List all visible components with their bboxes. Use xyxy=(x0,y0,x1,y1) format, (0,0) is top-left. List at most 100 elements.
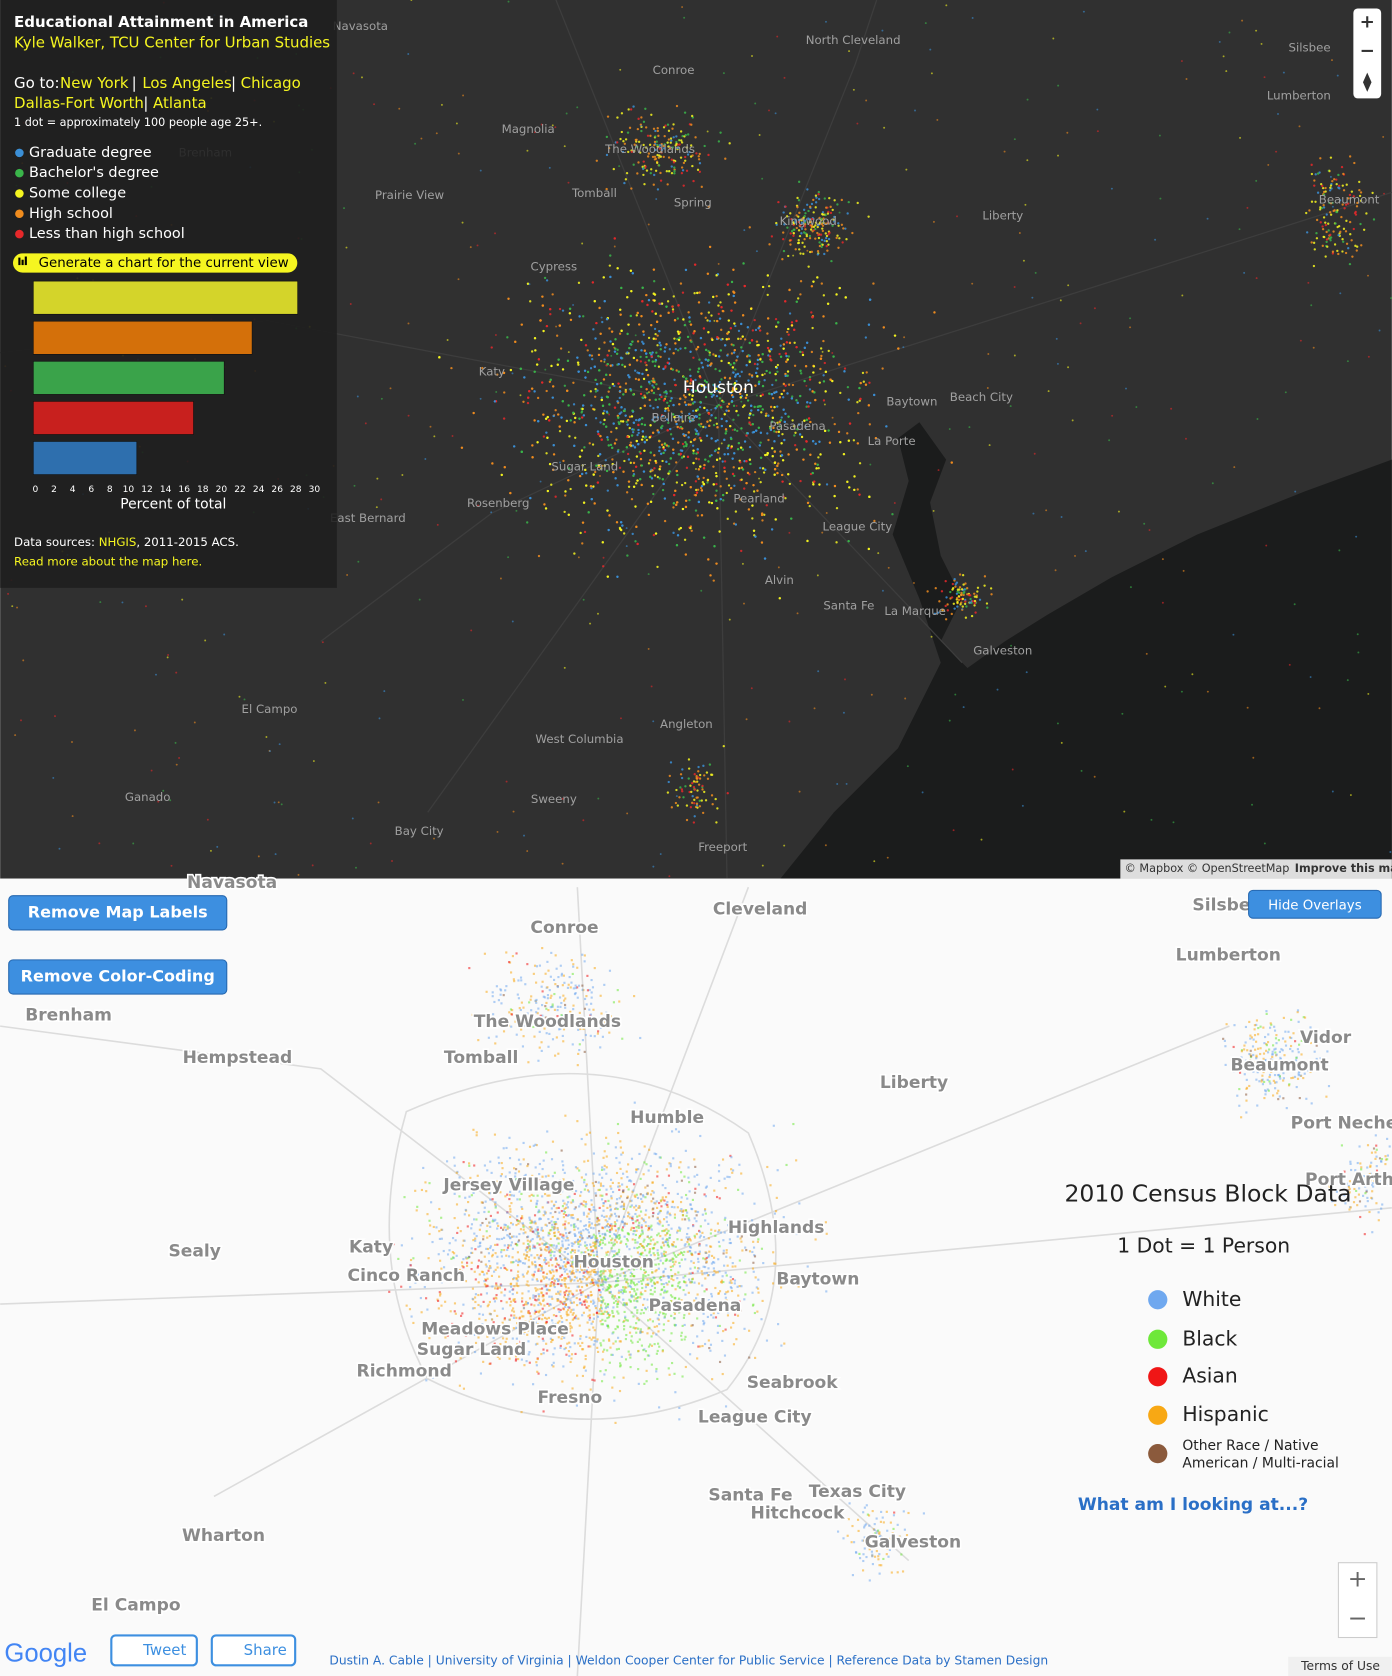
x-tick-label: 0 xyxy=(33,485,39,495)
dot xyxy=(710,794,714,797)
goto-link[interactable]: Atlanta xyxy=(153,94,207,112)
dot xyxy=(1031,296,1034,299)
dot xyxy=(672,123,675,126)
dot xyxy=(707,412,711,415)
dot xyxy=(831,208,834,212)
dot xyxy=(465,1264,469,1267)
dot xyxy=(663,519,667,523)
dot xyxy=(755,429,758,432)
dot xyxy=(793,328,796,332)
dot xyxy=(547,1261,550,1264)
dot xyxy=(642,342,645,345)
dot xyxy=(718,397,722,400)
goto-link[interactable]: Chicago xyxy=(241,74,301,92)
dot xyxy=(506,1211,509,1214)
dot xyxy=(460,1261,464,1264)
dot xyxy=(989,587,993,590)
dot xyxy=(709,419,712,422)
dot xyxy=(653,173,656,177)
dot xyxy=(526,850,529,853)
dot xyxy=(636,1196,640,1200)
dot xyxy=(638,418,641,421)
dot xyxy=(509,1283,512,1286)
dot xyxy=(797,199,801,202)
dot xyxy=(529,1229,532,1232)
dot xyxy=(799,252,802,255)
dot xyxy=(600,396,604,399)
dot xyxy=(552,1274,555,1277)
dot xyxy=(503,391,506,394)
goto-link[interactable]: Dallas-Fort Worth xyxy=(14,94,144,112)
zoom-in[interactable]: + xyxy=(1360,11,1375,32)
dot xyxy=(204,639,207,642)
dot xyxy=(671,127,674,130)
dot xyxy=(594,387,597,391)
dot xyxy=(821,227,824,230)
dot xyxy=(590,486,593,490)
dot xyxy=(470,1247,473,1250)
dot xyxy=(749,412,752,415)
dot xyxy=(1319,157,1322,160)
dot xyxy=(462,1161,465,1164)
chart-button-label[interactable]: Generate a chart for the current view xyxy=(39,256,289,271)
dot xyxy=(567,513,570,516)
dot xyxy=(1333,178,1336,181)
dot xyxy=(677,441,680,444)
dot xyxy=(973,592,976,595)
dot xyxy=(580,1285,584,1289)
dot xyxy=(732,268,735,271)
dot xyxy=(810,202,814,206)
dot xyxy=(569,1251,573,1254)
dot xyxy=(661,459,664,463)
dot xyxy=(619,527,622,531)
dot xyxy=(654,135,657,138)
dot xyxy=(667,138,671,141)
dot xyxy=(565,1353,568,1356)
goto-link[interactable]: New York xyxy=(60,74,129,92)
dot xyxy=(983,584,986,587)
dot xyxy=(736,447,740,451)
dot xyxy=(654,360,657,363)
read-more-link[interactable]: Read more about the map here. xyxy=(14,555,202,569)
dot xyxy=(351,817,354,820)
dot xyxy=(679,773,683,776)
zoom-out[interactable]: − xyxy=(1360,40,1375,61)
dot xyxy=(613,384,616,388)
goto-link[interactable]: Los Angeles xyxy=(142,74,232,92)
dot xyxy=(980,838,983,841)
dot xyxy=(774,365,778,369)
dot xyxy=(591,281,595,284)
dot xyxy=(539,319,542,322)
place-label: Katy xyxy=(479,364,505,378)
dot xyxy=(689,350,692,353)
dot xyxy=(466,1225,469,1228)
dot xyxy=(780,416,783,419)
dot xyxy=(976,586,980,589)
dot xyxy=(641,286,644,289)
dot xyxy=(825,234,829,238)
dot xyxy=(957,595,961,598)
dot xyxy=(1110,187,1113,190)
dot xyxy=(597,454,600,458)
dot xyxy=(640,124,643,127)
dot xyxy=(502,1147,505,1150)
dot xyxy=(683,538,687,541)
dot xyxy=(645,363,648,367)
dot xyxy=(615,1171,619,1175)
dot xyxy=(737,329,741,333)
dot xyxy=(708,319,712,323)
dot xyxy=(950,612,953,616)
dot xyxy=(414,1189,417,1192)
dot xyxy=(689,374,692,378)
dot xyxy=(1111,414,1114,417)
improve-link[interactable]: Improve this map xyxy=(1295,862,1392,875)
dot xyxy=(621,524,624,527)
dot xyxy=(758,477,761,480)
dot xyxy=(759,394,762,398)
dot xyxy=(522,1304,525,1307)
dot xyxy=(608,373,612,377)
sources-link[interactable]: NHGIS xyxy=(99,534,137,548)
dot xyxy=(822,294,826,297)
x-tick-label: 12 xyxy=(141,485,153,495)
dot xyxy=(725,491,728,495)
